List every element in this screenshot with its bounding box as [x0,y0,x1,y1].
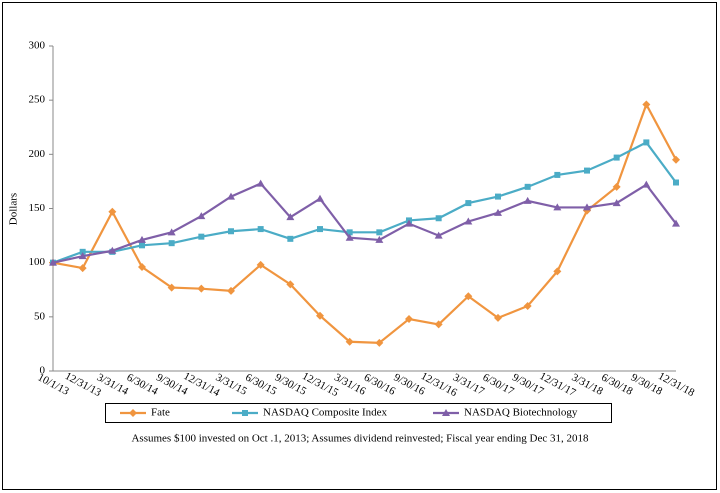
marker [583,203,591,211]
marker [523,302,532,310]
marker [553,203,562,211]
note: Assumes $100 invested on Oct .1, 2013; A… [131,433,589,445]
marker [405,219,413,227]
marker [287,235,294,242]
marker [673,179,679,186]
marker [108,207,117,216]
marker [345,337,354,346]
marker [167,283,176,292]
marker [442,409,450,416]
marker [257,226,264,233]
marker [672,219,680,227]
marker [49,258,57,266]
y-tick-label: 150 [29,202,46,214]
marker [317,226,323,233]
marker [376,229,383,236]
x-tick-label: 6/30/18 [599,371,635,398]
x-tick-label: 12/31/17 [537,370,578,399]
y-tick-label: 0 [40,365,46,377]
legend-label: NASDAQ Biotechnology [464,407,578,419]
marker [168,240,175,247]
marker [434,320,443,329]
x-tick-label: 3/31/16 [332,371,368,398]
x-tick-label: 12/31/14 [181,370,222,399]
marker [286,280,295,289]
marker [494,313,502,322]
marker [464,217,473,225]
marker [227,192,235,200]
marker [346,229,353,236]
marker [465,200,472,207]
marker [524,183,531,190]
x-tick-label: 6/30/16 [362,371,398,398]
marker [256,260,265,269]
marker [197,284,206,293]
series-line [52,101,677,344]
series-line [52,141,677,264]
marker [228,228,234,235]
marker [584,167,590,174]
x-tick-label: 3/31/17 [451,371,487,398]
x-tick-label: 6/30/14 [125,371,161,398]
marker [435,215,442,222]
marker [494,208,502,216]
series-line [52,182,677,264]
marker [242,410,248,416]
marker [78,264,87,273]
marker [108,246,117,254]
marker [138,263,146,271]
y-tick-label: 300 [29,40,46,52]
x-tick-label: 12/31/18 [656,370,697,399]
x-tick-label: 12/31/16 [419,370,460,399]
marker [197,212,206,220]
x-tick-label: 3/31/18 [570,371,606,398]
marker [227,286,235,295]
marker [523,196,532,204]
y-tick-label: 50 [34,310,46,322]
marker [612,182,621,191]
marker [464,292,473,301]
marker [375,235,384,243]
legend-label: NASDAQ Composite Index [263,407,388,419]
marker [316,311,324,320]
marker [129,409,137,417]
x-tick-label: 12/31/15 [300,370,341,399]
marker [256,179,265,187]
marker [198,233,205,240]
marker [79,248,86,255]
marker [672,155,680,164]
y-tick-label: 100 [29,256,46,268]
marker [78,252,87,260]
marker [167,228,176,236]
marker [434,231,443,239]
y-tick-label: 250 [29,94,46,106]
marker [375,338,384,347]
marker [642,180,651,188]
marker [553,267,562,276]
legend-box [105,403,612,423]
legend-label: Fate [151,407,170,419]
y-tick-label: 200 [29,148,46,160]
marker [642,100,651,109]
marker [139,242,145,249]
x-tick-label: 6/30/15 [243,371,279,398]
marker [405,315,413,323]
marker [643,139,650,146]
marker [138,235,146,243]
x-tick-label: 3/31/15 [214,371,250,398]
marker [345,233,354,241]
marker [316,194,324,202]
x-tick-label: 12/31/13 [63,370,104,399]
marker [613,154,620,161]
marker [286,213,295,221]
marker [612,199,621,207]
y-axis-label: Dollars [8,193,20,225]
x-tick-label: 3/31/14 [95,371,131,398]
marker [554,171,561,178]
x-tick-label: 6/30/17 [481,371,517,398]
marker [495,193,501,200]
